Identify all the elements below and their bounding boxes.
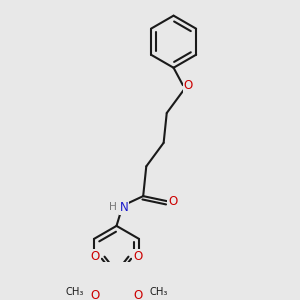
Text: O: O xyxy=(134,250,142,263)
Text: O: O xyxy=(168,195,178,208)
Text: O: O xyxy=(184,79,193,92)
Text: CH₃: CH₃ xyxy=(65,286,84,297)
Text: CH₃: CH₃ xyxy=(149,286,168,297)
Text: O: O xyxy=(90,290,100,300)
Text: H: H xyxy=(110,202,117,212)
Text: N: N xyxy=(120,201,128,214)
Text: O: O xyxy=(134,290,142,300)
Text: O: O xyxy=(90,250,100,263)
